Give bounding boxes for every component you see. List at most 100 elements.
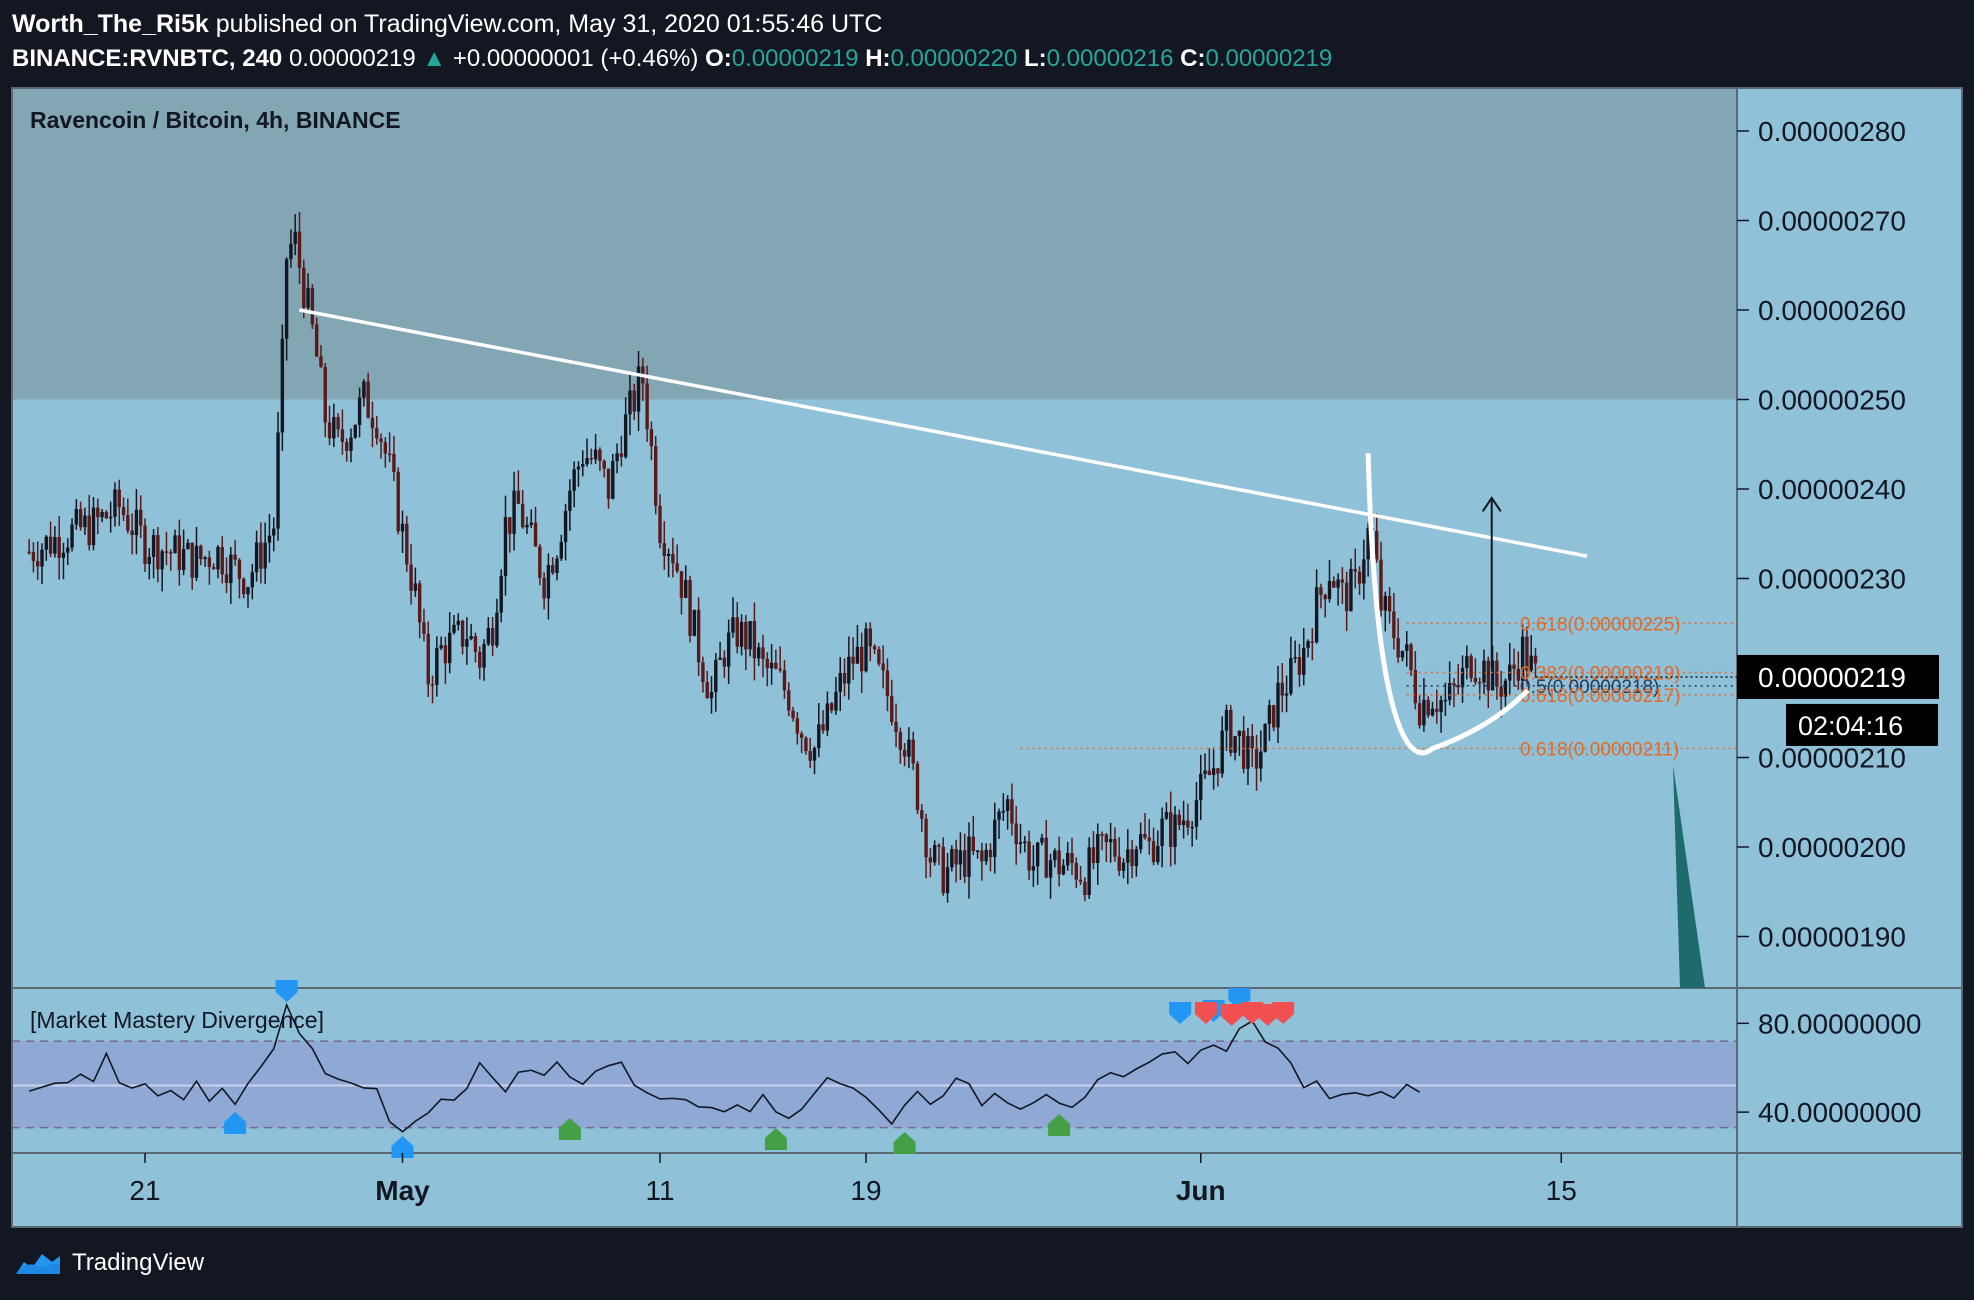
candle-body[interactable] — [336, 417, 340, 430]
time-axis[interactable] — [12, 1153, 1737, 1227]
candle-body[interactable] — [950, 849, 954, 868]
candle-body[interactable] — [1409, 644, 1413, 670]
candle-body[interactable] — [130, 530, 134, 536]
candle-body[interactable] — [1357, 571, 1362, 584]
candle-body[interactable] — [495, 612, 499, 646]
candle-body[interactable] — [1014, 823, 1018, 845]
candle-body[interactable] — [701, 662, 705, 683]
candle-body[interactable] — [662, 543, 666, 556]
candle-body[interactable] — [61, 552, 66, 558]
candle-body[interactable] — [1525, 636, 1529, 671]
candle-body[interactable] — [224, 574, 229, 584]
candle-body[interactable] — [1503, 680, 1508, 697]
candle-body[interactable] — [66, 547, 70, 553]
candle-body[interactable] — [417, 583, 422, 623]
candle-body[interactable] — [370, 417, 375, 429]
candle-body[interactable] — [1083, 881, 1087, 896]
candle-body[interactable] — [1473, 678, 1478, 683]
candle-body[interactable] — [1482, 660, 1486, 683]
candle-body[interactable] — [490, 627, 495, 646]
candle-body[interactable] — [718, 657, 722, 660]
candle-body[interactable] — [739, 621, 744, 647]
candle-body[interactable] — [1465, 656, 1469, 668]
candle-body[interactable] — [817, 724, 821, 749]
candle-body[interactable] — [284, 258, 289, 339]
candle-body[interactable] — [546, 565, 551, 599]
candle-body[interactable] — [1186, 820, 1190, 828]
candle-body[interactable] — [804, 737, 808, 752]
candle-body[interactable] — [1203, 770, 1207, 774]
candle-body[interactable] — [520, 503, 525, 528]
candle-body[interactable] — [156, 535, 160, 570]
candle-body[interactable] — [881, 663, 885, 671]
indicator-series[interactable] — [28, 1002, 1421, 1133]
candle-body[interactable] — [173, 535, 177, 554]
candle-body[interactable] — [353, 424, 357, 438]
candle-body[interactable] — [1143, 834, 1147, 838]
candle-body[interactable] — [1439, 700, 1443, 712]
candle-body[interactable] — [302, 267, 306, 308]
candle-body[interactable] — [323, 367, 327, 423]
candle-body[interactable] — [602, 460, 606, 469]
candle-body[interactable] — [649, 429, 654, 447]
candle-body[interactable] — [1533, 655, 1538, 664]
candle-body[interactable] — [1121, 862, 1126, 871]
candle-body[interactable] — [375, 428, 379, 439]
candle-body[interactable] — [915, 763, 920, 811]
candle-body[interactable] — [1057, 850, 1061, 875]
candle-body[interactable] — [1237, 730, 1242, 737]
candle-body[interactable] — [57, 537, 61, 558]
candle-body[interactable] — [761, 647, 765, 659]
candle-body[interactable] — [555, 558, 559, 574]
indicator-line[interactable] — [28, 1002, 1421, 1133]
candle-body[interactable] — [237, 559, 242, 579]
candle-body[interactable] — [623, 414, 628, 457]
candle-body[interactable] — [1297, 657, 1302, 675]
candle-body[interactable] — [1344, 582, 1349, 612]
candle-body[interactable] — [1233, 736, 1237, 753]
candle-body[interactable] — [911, 739, 915, 764]
candle-body[interactable] — [327, 422, 332, 439]
candle-body[interactable] — [340, 429, 345, 442]
candle-body[interactable] — [108, 516, 113, 519]
candle-body[interactable] — [460, 620, 465, 647]
candle-body[interactable] — [1134, 849, 1139, 867]
candle-body[interactable] — [405, 523, 409, 565]
candle-body[interactable] — [387, 453, 392, 456]
candle-body[interactable] — [508, 517, 512, 534]
candle-body[interactable] — [486, 627, 491, 645]
candle-body[interactable] — [1113, 838, 1117, 857]
candle-body[interactable] — [765, 658, 769, 669]
candle-body[interactable] — [465, 639, 469, 647]
candle-body[interactable] — [396, 472, 400, 532]
candle-body[interactable] — [885, 670, 890, 697]
candle-body[interactable] — [1486, 660, 1490, 691]
candle-body[interactable] — [1035, 842, 1040, 867]
candle-body[interactable] — [894, 721, 898, 733]
candle-body[interactable] — [1087, 847, 1091, 896]
candle-body[interactable] — [314, 324, 319, 357]
candle-body[interactable] — [1117, 856, 1121, 871]
candle-body[interactable] — [872, 646, 877, 650]
candle-body[interactable] — [606, 468, 611, 499]
candle-body[interactable] — [1078, 879, 1083, 882]
candle-body[interactable] — [1302, 647, 1306, 675]
candle-body[interactable] — [96, 507, 100, 518]
candle-body[interactable] — [233, 554, 237, 560]
candle-body[interactable] — [469, 636, 473, 640]
candle-body[interactable] — [289, 243, 293, 259]
candle-body[interactable] — [216, 546, 220, 570]
candle-body[interactable] — [860, 646, 864, 672]
candle-body[interactable] — [512, 490, 516, 534]
candle-body[interactable] — [413, 583, 418, 591]
candle-body[interactable] — [31, 552, 36, 562]
candle-body[interactable] — [426, 633, 430, 685]
candle-body[interactable] — [319, 356, 323, 368]
candle-body[interactable] — [199, 545, 203, 560]
candle-body[interactable] — [632, 390, 636, 412]
candle-body[interactable] — [78, 509, 83, 528]
candle-body[interactable] — [1447, 683, 1452, 700]
candle-body[interactable] — [1293, 657, 1297, 659]
candle-body[interactable] — [1478, 682, 1482, 684]
candle-body[interactable] — [1396, 638, 1400, 658]
